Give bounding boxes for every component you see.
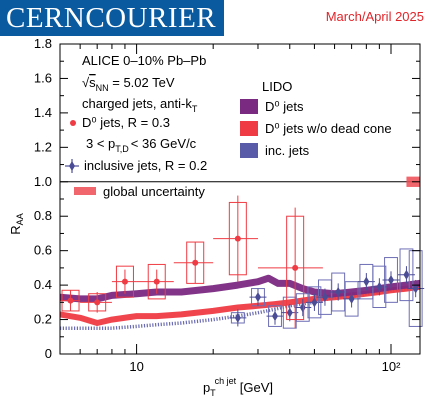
y-tick-label: 1.8: [34, 36, 52, 51]
global-uncertainty-label: global uncertainty: [103, 184, 205, 199]
inclusive-point: [376, 281, 383, 292]
legend-swatch-inc: [240, 143, 258, 158]
y-axis-title: RAA: [8, 213, 25, 234]
x-tick-label: 10: [129, 359, 143, 374]
d0-point: [292, 264, 299, 271]
inclusive-point: [388, 274, 395, 285]
legend-label-inc: inc. jets: [265, 143, 310, 158]
inclusive-point: [254, 292, 261, 303]
axes: 0 0.2 0.4 0.6 0.8 1.0 1.2 1.4 1.6 1.8 10 10²: [34, 36, 420, 374]
legend-label-d0: D⁰ jets: [265, 99, 304, 114]
annotation-inclusive-jets: inclusive jets, R = 0.2: [84, 158, 207, 173]
inclusive-point: [321, 292, 328, 303]
inclusive-point: [234, 312, 241, 323]
magazine-logo: CERNCOURIER: [0, 0, 224, 36]
data-points: [60, 195, 425, 329]
x-axis-title: pTch jet [GeV]: [203, 376, 273, 398]
d0-point: [121, 278, 128, 285]
annotation-pt-range: 3 < pT,D < 36 GeV/c: [86, 136, 197, 154]
annotation-d0-jets: D⁰ jets, R = 0.3: [82, 115, 170, 130]
x-tick-label: 10²: [382, 359, 401, 374]
y-tick-label: 1.2: [34, 139, 52, 154]
inclusive-point: [299, 302, 306, 313]
legend-label-dead-cone: D⁰ jets w/o dead cone: [265, 121, 392, 136]
legend-title: LIDO: [262, 79, 292, 94]
issue-date: March/April 2025: [325, 9, 424, 24]
inclusive-point: [403, 269, 410, 280]
legend-swatch-d0: [240, 99, 258, 114]
annotation-collaboration: ALICE 0–10% Pb–Pb: [82, 53, 206, 68]
inclusive-point: [412, 283, 419, 294]
d0-point: [234, 235, 241, 242]
d0-point: [192, 259, 199, 266]
global-uncertainty-swatch: [74, 187, 96, 195]
inclusive-point: [286, 307, 293, 318]
y-tick-label: 0.4: [34, 277, 52, 292]
d0-point: [67, 297, 74, 304]
y-tick-label: 1.0: [34, 174, 52, 189]
d0-point: [94, 299, 101, 306]
annotation-jets: charged jets, anti-kT: [82, 96, 198, 114]
inclusive-point: [272, 311, 279, 322]
inclusive-point: [335, 287, 342, 297]
y-tick-label: 0.2: [34, 312, 52, 327]
inclusive-point: [348, 293, 355, 304]
y-tick-label: 1.6: [34, 70, 52, 85]
d0-point: [153, 278, 160, 285]
raa-chart: 0 0.2 0.4 0.6 0.8 1.0 1.2 1.4 1.6 1.8 10 10² ALICE …: [8, 36, 425, 398]
inclusive-point: [311, 297, 318, 308]
inclusive-point: [363, 276, 370, 287]
annotation-energy: √sNN = 5.02 TeV: [82, 75, 175, 93]
y-tick-label: 1.4: [34, 105, 52, 120]
y-tick-label: 0.8: [34, 208, 52, 223]
y-tick-label: 0.6: [34, 243, 52, 258]
legend-swatch-dead-cone: [240, 121, 258, 136]
y-tick-label: 0: [45, 346, 52, 361]
d0-marker-legend: [70, 120, 76, 126]
inclusive-marker-legend: [65, 159, 79, 173]
header-banner: CERNCOURIER March/April 2025: [0, 0, 430, 36]
